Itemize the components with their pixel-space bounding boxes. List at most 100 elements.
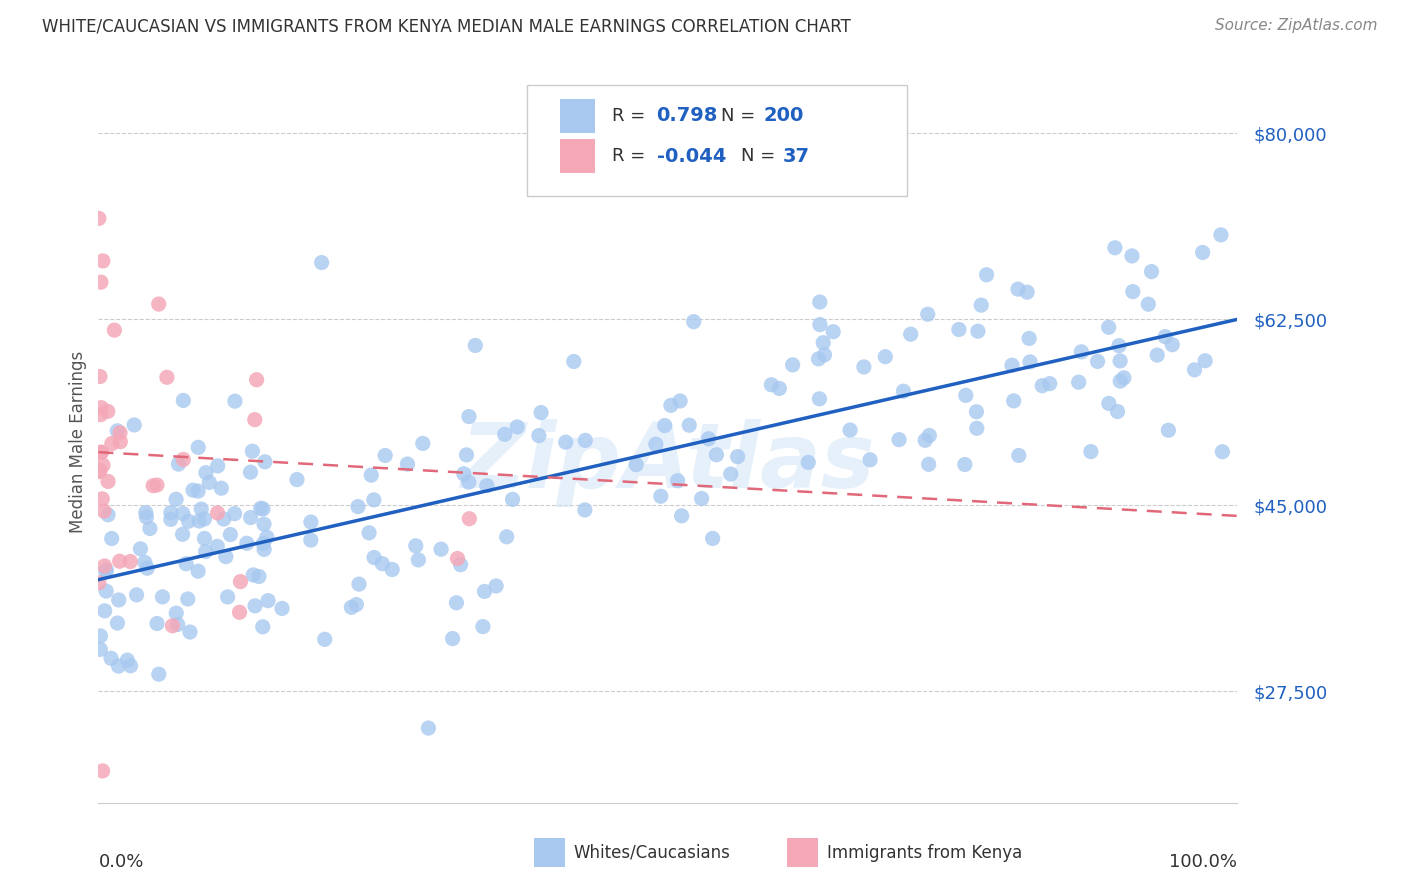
Point bbox=[1007, 282, 1029, 296]
Point bbox=[485, 579, 508, 593]
Point bbox=[172, 507, 194, 521]
Text: R =: R = bbox=[612, 147, 651, 165]
Point bbox=[194, 544, 217, 558]
Point bbox=[90, 445, 112, 459]
Point bbox=[340, 600, 363, 615]
Point bbox=[1080, 444, 1102, 458]
Point bbox=[405, 539, 427, 553]
Point bbox=[418, 721, 440, 735]
Point bbox=[165, 492, 187, 507]
Point bbox=[89, 369, 111, 384]
Point bbox=[1098, 320, 1121, 334]
Point bbox=[823, 325, 845, 339]
Point bbox=[1018, 331, 1040, 345]
Point bbox=[1001, 358, 1024, 372]
Point bbox=[527, 428, 550, 442]
Point bbox=[457, 475, 479, 490]
Text: Whites/Caucasians: Whites/Caucasians bbox=[574, 844, 731, 862]
Point bbox=[162, 619, 184, 633]
Point bbox=[194, 466, 217, 480]
Point bbox=[100, 651, 122, 665]
Point bbox=[242, 568, 264, 582]
Point bbox=[97, 508, 120, 522]
Point bbox=[1137, 297, 1160, 311]
Point bbox=[187, 441, 209, 455]
Point bbox=[100, 532, 122, 546]
Point bbox=[91, 491, 114, 506]
Point bbox=[190, 502, 212, 516]
Point bbox=[1108, 339, 1130, 353]
Point bbox=[797, 455, 820, 469]
Point bbox=[89, 629, 111, 643]
Point bbox=[91, 253, 114, 268]
Point bbox=[240, 444, 263, 458]
Point bbox=[396, 457, 419, 471]
Point bbox=[91, 458, 114, 472]
Point bbox=[654, 418, 676, 433]
Point bbox=[948, 322, 970, 336]
Point bbox=[136, 561, 159, 575]
Point bbox=[90, 401, 112, 415]
Point bbox=[156, 370, 179, 384]
Point bbox=[839, 423, 862, 437]
Point bbox=[669, 394, 692, 409]
Point bbox=[207, 458, 229, 473]
Point bbox=[90, 445, 112, 459]
Point bbox=[1109, 354, 1132, 368]
Point bbox=[456, 448, 478, 462]
Point bbox=[1209, 227, 1232, 242]
Point bbox=[1122, 285, 1144, 299]
Point bbox=[120, 555, 142, 569]
Text: N =: N = bbox=[721, 107, 761, 125]
Point bbox=[110, 434, 132, 449]
Text: Source: ZipAtlas.com: Source: ZipAtlas.com bbox=[1215, 18, 1378, 33]
Point bbox=[347, 500, 370, 514]
Point bbox=[193, 532, 215, 546]
Point bbox=[125, 588, 148, 602]
Text: N =: N = bbox=[741, 147, 780, 165]
Point bbox=[530, 406, 553, 420]
Point bbox=[1017, 285, 1039, 300]
Point bbox=[808, 295, 831, 310]
Point bbox=[502, 492, 524, 507]
Point bbox=[299, 533, 322, 547]
Point bbox=[374, 449, 396, 463]
Point bbox=[1121, 249, 1143, 263]
Point bbox=[207, 506, 229, 520]
Point bbox=[720, 467, 742, 481]
Point bbox=[87, 465, 110, 479]
Point bbox=[852, 359, 875, 374]
Point bbox=[471, 619, 494, 633]
Point bbox=[430, 542, 453, 557]
Point bbox=[458, 409, 481, 424]
Point bbox=[89, 642, 111, 657]
Point bbox=[506, 420, 529, 434]
Point bbox=[129, 541, 152, 556]
Point bbox=[159, 512, 181, 526]
Point bbox=[219, 527, 242, 541]
Point bbox=[224, 394, 246, 409]
Point bbox=[808, 392, 831, 406]
Point bbox=[174, 557, 197, 571]
Text: 37: 37 bbox=[783, 146, 810, 166]
Point bbox=[967, 324, 990, 338]
Point bbox=[1070, 344, 1092, 359]
Point bbox=[117, 653, 139, 667]
Point bbox=[207, 540, 229, 554]
Point bbox=[246, 373, 269, 387]
Point bbox=[363, 492, 385, 507]
Point bbox=[360, 468, 382, 483]
Point bbox=[671, 508, 693, 523]
Point bbox=[252, 620, 274, 634]
Point bbox=[1107, 404, 1129, 418]
Point bbox=[181, 483, 204, 498]
Point bbox=[474, 584, 496, 599]
Point bbox=[239, 510, 262, 524]
Point bbox=[453, 467, 475, 481]
Point bbox=[146, 616, 169, 631]
Point bbox=[955, 388, 977, 402]
Point bbox=[215, 549, 238, 564]
Point bbox=[193, 512, 215, 526]
Point bbox=[917, 458, 939, 472]
Point bbox=[706, 448, 728, 462]
